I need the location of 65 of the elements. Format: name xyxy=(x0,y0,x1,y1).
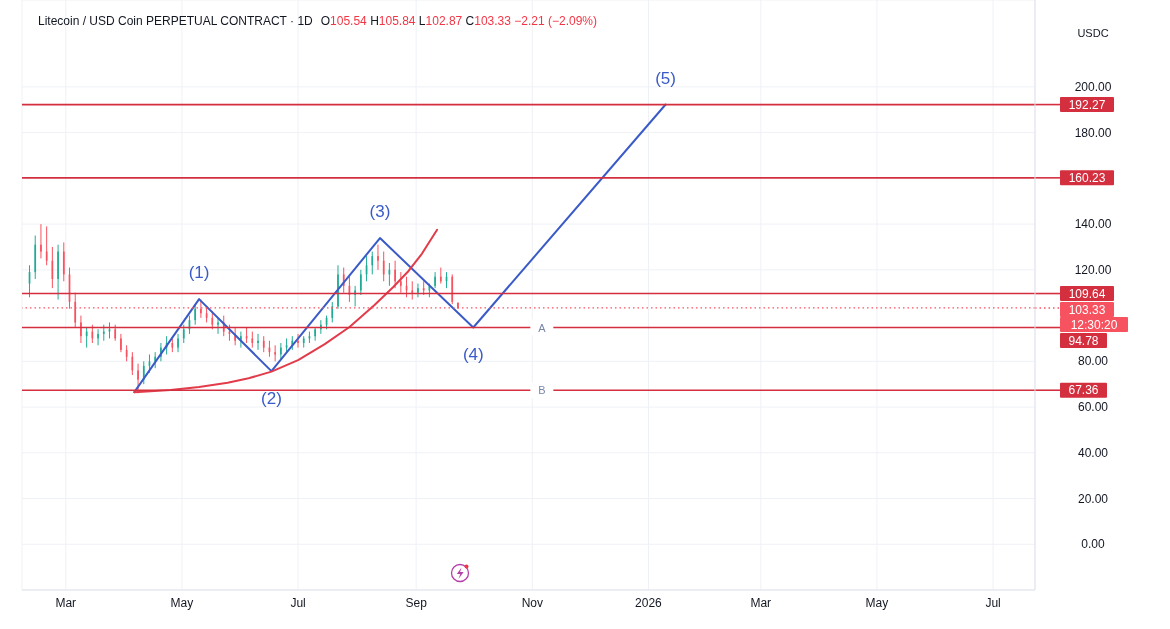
ref-line-label: 67.36 xyxy=(1068,383,1099,398)
candlestick xyxy=(194,303,197,326)
y-tick-label: 140.00 xyxy=(1074,217,1112,232)
candlestick xyxy=(217,317,219,335)
candlestick xyxy=(434,271,436,289)
x-tick-label: Sep xyxy=(405,595,428,610)
ref-line-label: 160.23 xyxy=(1068,170,1106,185)
candlestick xyxy=(411,280,414,301)
annotation: (5) xyxy=(655,68,676,88)
x-tick-label: Mar xyxy=(55,595,77,610)
candlestick xyxy=(314,326,316,342)
candlestick xyxy=(257,333,259,351)
y-tick-label: 80.00 xyxy=(1077,354,1109,369)
x-tick-label: Jul xyxy=(290,595,306,610)
candlestick xyxy=(182,324,185,344)
text: Litecoin / USD Coin PERPETUAL CONTRACT · 1D xyxy=(38,14,313,28)
y-tick-label: 0.00 xyxy=(1081,537,1105,552)
annotation: (2) xyxy=(261,388,282,408)
candlestick xyxy=(40,223,42,259)
ref-line-label: 109.64 xyxy=(1068,286,1106,301)
candlestick xyxy=(274,344,277,362)
ref-line-label: 192.27 xyxy=(1068,97,1106,112)
candlestick xyxy=(394,260,396,289)
x-tick-label: May xyxy=(170,595,194,610)
y-tick-label: 200.00 xyxy=(1074,79,1112,94)
y-tick-label: 60.00 xyxy=(1077,400,1109,415)
candlestick xyxy=(280,342,282,360)
x-tick-label: Jul xyxy=(985,595,1001,610)
y-tick-label: 180.00 xyxy=(1074,125,1112,140)
candlestick xyxy=(417,283,419,298)
candlestick xyxy=(97,328,99,346)
x-tick-label: Nov xyxy=(521,595,543,610)
candlestick xyxy=(85,326,88,349)
y-tick-label: 120.00 xyxy=(1074,262,1112,277)
candlestick xyxy=(331,301,334,323)
candlestick xyxy=(359,269,362,296)
candlestick xyxy=(57,244,59,301)
candlestick xyxy=(62,241,65,282)
x-tick-label: May xyxy=(865,595,889,610)
candlestick xyxy=(80,315,82,344)
candlestick xyxy=(371,251,374,275)
candlestick xyxy=(131,351,134,376)
annotation: A xyxy=(538,321,547,334)
ref-line-label: 94.78 xyxy=(1068,333,1099,348)
annotation: (4) xyxy=(462,344,484,364)
annotation: (3) xyxy=(369,201,391,221)
candlestick xyxy=(354,285,356,307)
text: 12:30:20 xyxy=(1070,317,1118,332)
candlestick xyxy=(297,333,299,349)
candlestick xyxy=(377,244,379,271)
annotation: (1) xyxy=(188,262,210,282)
annotation: B xyxy=(538,384,546,397)
x-tick-label: Mar xyxy=(750,595,772,610)
text: O105.54 H105.84 L102.87 C103.33 −2.21 (−2.09%) xyxy=(320,14,598,28)
y-tick-label: 40.00 xyxy=(1077,445,1109,460)
x-tick-label: 2026 xyxy=(635,595,663,610)
line-series xyxy=(133,228,439,394)
ref-line-label: 103.33 xyxy=(1068,302,1106,317)
candlestick xyxy=(120,333,122,353)
y-tick-label: 20.00 xyxy=(1077,491,1109,506)
y-axis-title: USDC xyxy=(1077,27,1109,39)
candlestick xyxy=(382,251,385,282)
candlestick xyxy=(177,333,179,353)
candlestick xyxy=(45,225,48,266)
candlestick xyxy=(337,264,339,310)
